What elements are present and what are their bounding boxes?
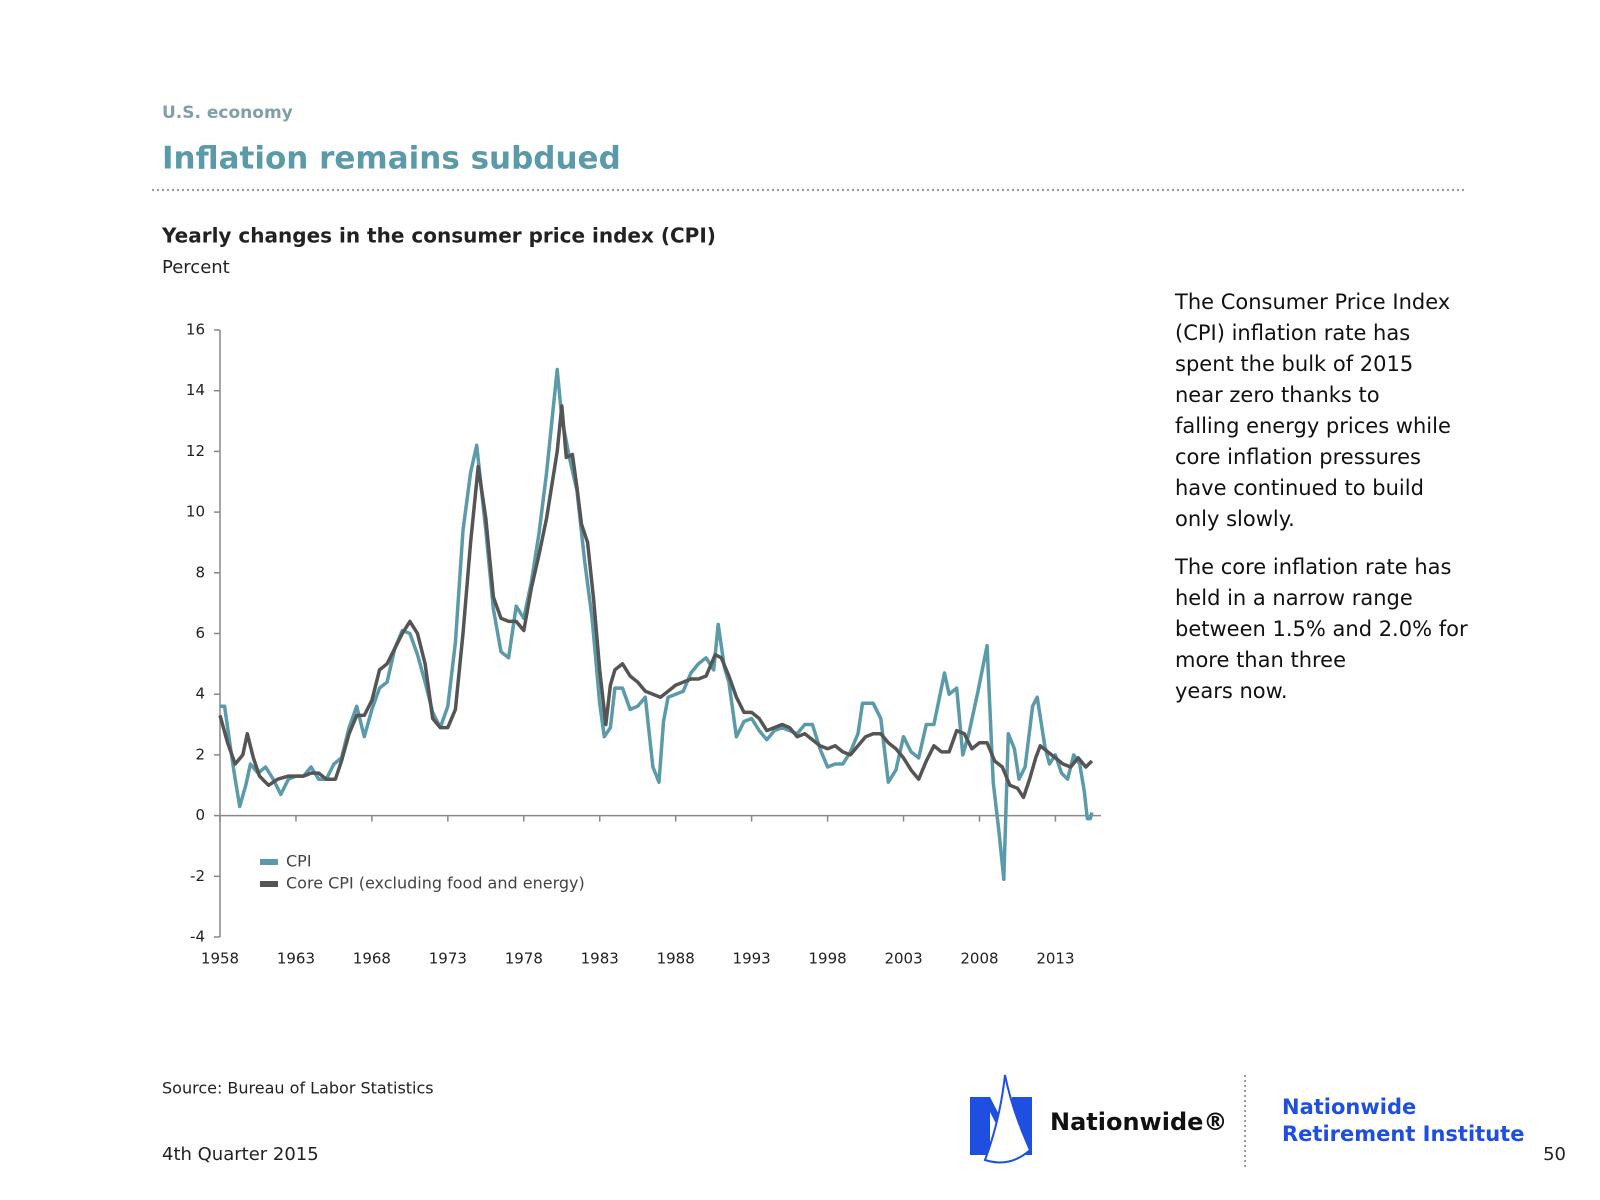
y-tick-label: 10 bbox=[186, 503, 205, 521]
legend-label: CPI bbox=[286, 852, 312, 871]
y-tick-label: 16 bbox=[186, 321, 205, 339]
y-tick-label: 8 bbox=[195, 563, 205, 581]
y-tick-label: 0 bbox=[195, 806, 205, 824]
institute-line: Nationwide bbox=[1282, 1095, 1416, 1119]
logo-text: Nationwide® bbox=[1050, 1108, 1227, 1136]
x-tick-label: 1973 bbox=[429, 950, 467, 968]
commentary-line: core inflation pressures bbox=[1175, 445, 1421, 469]
y-tick-label: -2 bbox=[190, 867, 205, 885]
legend-swatch bbox=[260, 881, 278, 887]
x-tick-label: 1963 bbox=[277, 950, 315, 968]
section-label: U.S. economy bbox=[162, 103, 293, 123]
commentary: The Consumer Price Index (CPI) inflation … bbox=[1174, 290, 1468, 703]
commentary-line: (CPI) inflation rate has bbox=[1175, 321, 1410, 345]
x-tick-label: 1998 bbox=[808, 950, 846, 968]
x-tick-label: 1958 bbox=[201, 950, 239, 968]
y-tick-label: 6 bbox=[195, 624, 205, 642]
source: Source: Bureau of Labor Statistics bbox=[162, 1079, 434, 1098]
commentary-line: more than three bbox=[1175, 648, 1346, 672]
commentary-line: years now. bbox=[1175, 679, 1288, 703]
x-tick-label: 2008 bbox=[960, 950, 998, 968]
plot: -4 -2 0 2 4 6 8 10 12 14 16 1958 1963 1968 1973 1978 198… bbox=[186, 321, 1101, 968]
page-number: 50 bbox=[1543, 1144, 1566, 1165]
y-tick-label: 2 bbox=[195, 745, 205, 763]
x-tick-label: 1978 bbox=[505, 950, 543, 968]
institute-line: Retirement Institute bbox=[1282, 1122, 1524, 1146]
y-tick-label: -4 bbox=[190, 928, 205, 946]
x-tick-label: 2013 bbox=[1036, 950, 1074, 968]
x-tick-label: 1983 bbox=[581, 950, 619, 968]
date: 4th Quarter 2015 bbox=[162, 1144, 319, 1165]
commentary-line: have continued to build bbox=[1175, 476, 1424, 500]
x-tick-label: 1988 bbox=[657, 950, 695, 968]
y-tick-label: 4 bbox=[195, 685, 205, 703]
logo-mark bbox=[970, 1074, 1032, 1164]
y-axis-label: Percent bbox=[162, 257, 230, 278]
commentary-line: spent the bulk of 2015 bbox=[1175, 352, 1413, 376]
commentary-line: The core inflation rate has bbox=[1174, 555, 1452, 579]
x-tick-label: 1968 bbox=[353, 950, 391, 968]
x-tick-label: 2003 bbox=[884, 950, 922, 968]
commentary-line: only slowly. bbox=[1175, 507, 1295, 531]
commentary-line: falling energy prices while bbox=[1175, 414, 1451, 438]
x-tick-label: 1993 bbox=[733, 950, 771, 968]
y-tick-label: 14 bbox=[186, 381, 205, 399]
legend-label: Core CPI (excluding food and energy) bbox=[286, 874, 585, 893]
chart-title: Yearly changes in the consumer price ind… bbox=[161, 224, 716, 248]
commentary-line: between 1.5% and 2.0% for bbox=[1175, 617, 1468, 641]
legend-swatch bbox=[260, 859, 278, 865]
commentary-line: The Consumer Price Index bbox=[1174, 290, 1450, 314]
commentary-line: near zero thanks to bbox=[1175, 383, 1380, 407]
commentary-line: held in a narrow range bbox=[1175, 586, 1413, 610]
series-line bbox=[220, 367, 1094, 882]
series-line bbox=[218, 404, 1094, 800]
y-tick-label: 12 bbox=[186, 442, 205, 460]
slide-title: Inflation remains subdued bbox=[162, 141, 621, 177]
